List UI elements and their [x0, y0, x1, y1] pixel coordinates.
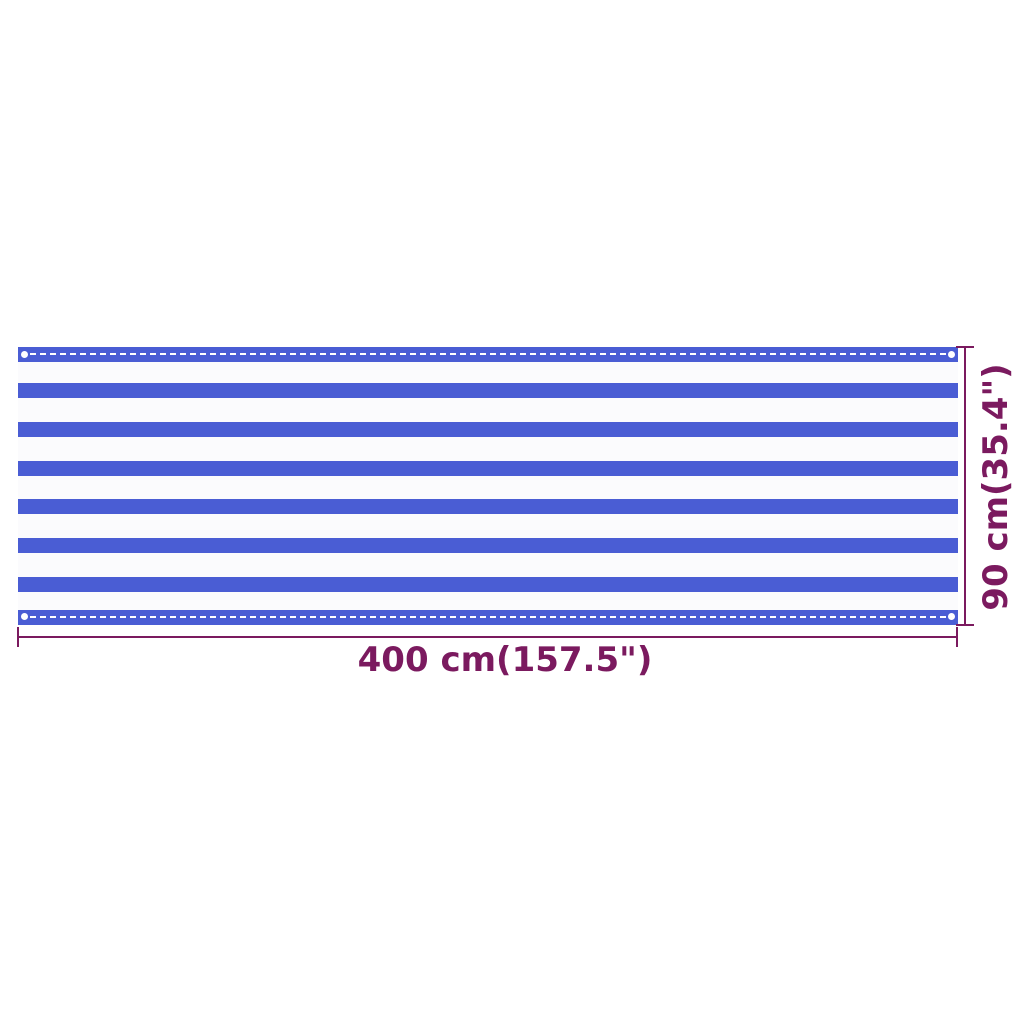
grommet-bottom-right	[948, 613, 955, 620]
grommet-top-right	[948, 351, 955, 358]
grommet-top-left	[21, 351, 28, 358]
blue-stripe	[18, 499, 958, 515]
blue-stripe	[18, 538, 958, 554]
blue-stripe	[18, 460, 958, 476]
bottom-stitching	[30, 616, 946, 618]
height-tick-top	[956, 346, 974, 348]
width-tick-left	[17, 627, 19, 647]
height-tick-bottom	[956, 624, 974, 626]
top-hem-band	[18, 347, 958, 362]
blue-stripe	[18, 577, 958, 592]
blue-stripe	[18, 383, 958, 398]
grommet-bottom-left	[21, 613, 28, 620]
height-label: 90 cm(35.4")	[976, 363, 1016, 611]
height-dimension-line	[964, 347, 966, 625]
width-label: 400 cm(157.5")	[357, 640, 653, 680]
top-stitching	[30, 353, 946, 355]
bottom-hem-band	[18, 610, 958, 625]
balcony-screen-panel	[18, 347, 958, 625]
blue-stripe	[18, 421, 958, 437]
width-tick-right	[956, 627, 958, 647]
width-dimension-line	[17, 636, 958, 638]
